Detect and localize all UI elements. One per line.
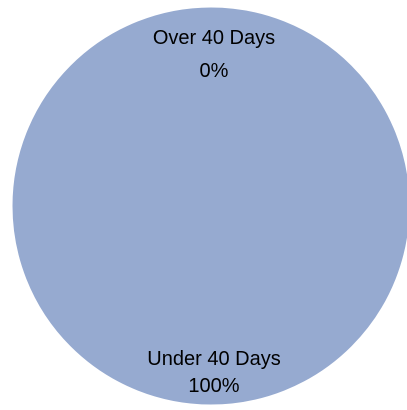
slice-label-over-40-days: Over 40 Days — [153, 27, 275, 49]
pie-slice-under-40-days — [11, 6, 407, 406]
pie-slices — [11, 6, 407, 406]
slice-percent-over-40-days: 0% — [200, 60, 229, 82]
slice-label-under-40-days: Under 40 Days — [147, 348, 280, 370]
slice-percent-under-40-days: 100% — [188, 375, 239, 397]
